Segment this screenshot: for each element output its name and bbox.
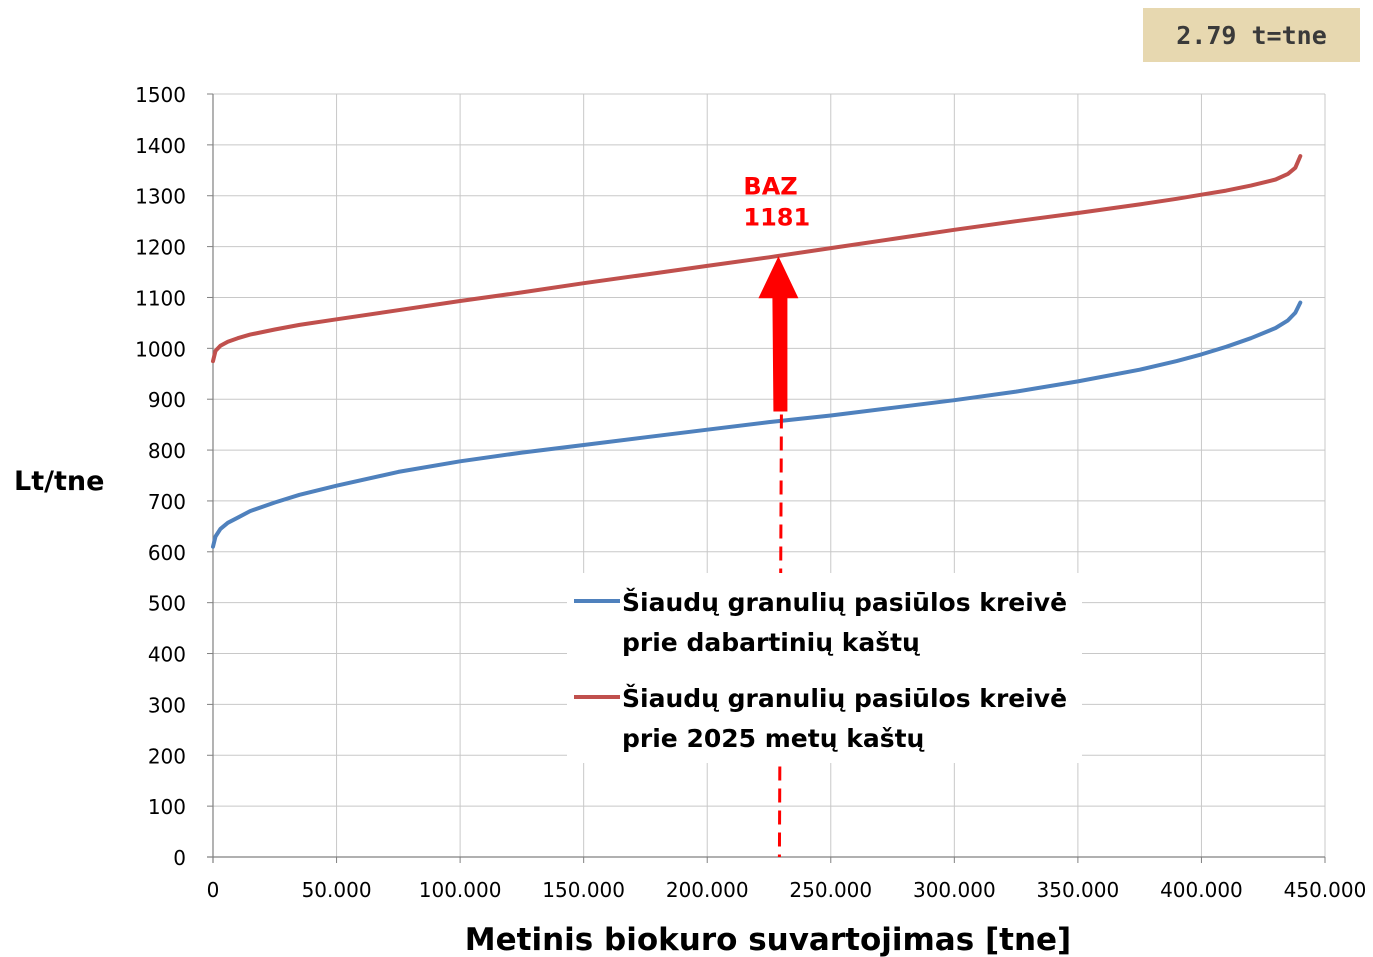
x-axis-title: Metinis biokuro suvartojimas [tne] xyxy=(465,922,1071,957)
x-tick-label: 150.000 xyxy=(542,878,625,902)
x-tick-label: 350.000 xyxy=(1037,878,1120,902)
y-tick-label: 300 xyxy=(148,693,186,717)
conversion-badge: 2.79 t=tne xyxy=(1143,8,1360,62)
y-axis-title: Lt/tne xyxy=(14,466,104,497)
y-tick-label: 900 xyxy=(148,388,186,412)
y-tick-label: 200 xyxy=(148,744,186,768)
y-tick-label: 800 xyxy=(148,439,186,463)
x-tick-label: 100.000 xyxy=(419,878,502,902)
y-tick-label: 1400 xyxy=(135,134,186,158)
legend-label-2-line1: Šiaudų granulių pasiūlos kreivė xyxy=(622,683,1067,713)
series-lines xyxy=(211,154,1303,549)
x-tick-labels: 0 50.000 100.000 150.000 200.000 250.000 300.0… xyxy=(207,878,1367,902)
y-tick-label: 100 xyxy=(148,795,186,819)
annotation-label-line1: BAZ xyxy=(743,172,797,200)
legend-label-2-line2: prie 2025 metų kaštų xyxy=(622,724,925,753)
y-tick-label: 1100 xyxy=(135,286,186,310)
y-tick-label: 1500 xyxy=(135,83,186,107)
y-tick-label: 1300 xyxy=(135,185,186,209)
y-tick-label: 600 xyxy=(148,541,186,565)
y-tick-label: 0 xyxy=(173,846,186,870)
series-line-1 xyxy=(211,300,1303,549)
legend-label-1-line2: prie dabartinių kaštų xyxy=(622,628,920,657)
x-tick-label: 250.000 xyxy=(789,878,872,902)
legend-label-1-line1: Šiaudų granulių pasiūlos kreivė xyxy=(622,587,1067,617)
annotation-label-line2: 1181 xyxy=(743,203,810,231)
legend-box xyxy=(567,573,1082,763)
x-tick-label: 400.000 xyxy=(1160,878,1243,902)
up-arrow xyxy=(758,256,799,412)
y-tick-label: 1200 xyxy=(135,236,186,260)
y-tick-label: 700 xyxy=(148,490,186,514)
x-tick-label: 300.000 xyxy=(913,878,996,902)
x-tick-label: 50.000 xyxy=(302,878,372,902)
series-line-2 xyxy=(211,154,1303,364)
y-tick-label: 1000 xyxy=(135,337,186,361)
y-tick-labels: 0 100 200 300 400 500 600 700 800 900 1000 1100 1200… xyxy=(135,83,186,870)
x-tick-label: 200.000 xyxy=(666,878,749,902)
y-tick-label: 500 xyxy=(148,592,186,616)
y-tick-label: 400 xyxy=(148,643,186,667)
annotation-group: BAZ 1181 xyxy=(743,172,810,858)
legend: Šiaudų granulių pasiūlos kreivė prie daba… xyxy=(567,573,1082,763)
x-tick-label: 450.000 xyxy=(1284,878,1367,902)
x-tick-label: 0 xyxy=(207,878,220,902)
